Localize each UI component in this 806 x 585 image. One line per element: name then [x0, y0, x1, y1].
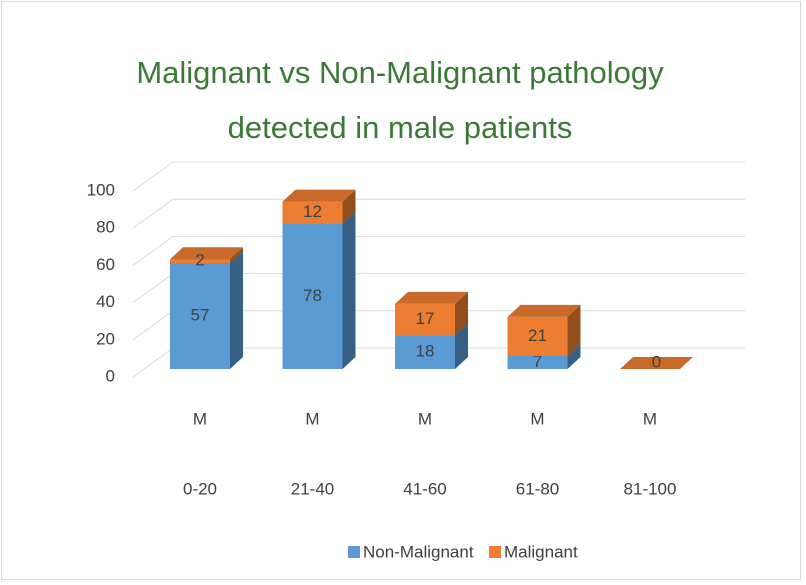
grid-line: [132, 235, 174, 266]
y-tick-label: 40: [96, 292, 115, 311]
x-tick-label: 41-60: [403, 479, 446, 498]
x-tick-label: M: [418, 409, 432, 428]
x-tick-label: 0-20: [183, 479, 217, 498]
bar-face: [282, 189, 356, 202]
grid-line: [132, 273, 174, 304]
bar-face: [342, 211, 356, 369]
bar-face: [282, 201, 343, 224]
chart-title: detected in male patients: [228, 110, 573, 145]
data-label: 2: [195, 251, 204, 270]
data-label: 0: [652, 352, 661, 371]
data-label: 78: [303, 286, 322, 305]
bar-face: [230, 250, 243, 369]
bar-face: [395, 291, 468, 304]
bar-face: [395, 303, 455, 336]
bar-face: [230, 247, 243, 263]
bar-face: [342, 189, 356, 224]
x-tick-label: 81-100: [624, 479, 677, 498]
data-label: 17: [416, 309, 435, 328]
grid-line: [132, 161, 174, 192]
y-tick-label: 20: [96, 329, 115, 348]
y-tick-label: 60: [96, 255, 115, 274]
bar-face: [507, 316, 568, 356]
bar-segment: [395, 291, 468, 336]
legend-label: Malignant: [504, 542, 578, 561]
chart-title: Malignant vs Non-Malignant pathology: [136, 55, 664, 90]
y-tick-label: 100: [87, 180, 115, 199]
bar-face: [507, 304, 581, 317]
bar-face: [455, 291, 468, 336]
bar-segment: [170, 247, 243, 263]
data-label: 7: [533, 352, 542, 371]
data-label: 21: [528, 326, 547, 345]
data-label: 57: [191, 305, 210, 324]
data-label: 18: [416, 342, 435, 361]
grid-line: [132, 347, 174, 378]
grid-line: [132, 310, 174, 341]
x-tick-label: M: [643, 409, 657, 428]
bar-segment: [507, 304, 581, 356]
x-tick-label: 61-80: [516, 479, 559, 498]
x-tick-label: M: [305, 409, 319, 428]
bar-face: [170, 247, 243, 260]
bar-face: [282, 223, 343, 369]
x-tick-label: M: [193, 409, 207, 428]
bar-segment: [620, 357, 693, 369]
y-tick-label: 80: [96, 218, 115, 237]
bar-face: [567, 343, 581, 369]
data-label: 12: [303, 202, 322, 221]
bar-face: [170, 262, 230, 369]
legend-swatch: [489, 546, 501, 558]
legend-label: Non-Malignant: [363, 542, 474, 561]
x-tick-label: 21-40: [291, 479, 334, 498]
y-tick-label: 0: [106, 366, 115, 385]
bar-face: [567, 304, 581, 356]
x-tick-label: M: [530, 409, 544, 428]
bar-face: [620, 357, 693, 369]
bar-face: [507, 355, 568, 369]
grid-line: [132, 198, 174, 229]
bar-face: [170, 259, 230, 263]
bar-segment: [282, 189, 356, 224]
bar-face: [455, 323, 468, 369]
bar-face: [395, 335, 455, 369]
legend-swatch: [348, 546, 360, 558]
